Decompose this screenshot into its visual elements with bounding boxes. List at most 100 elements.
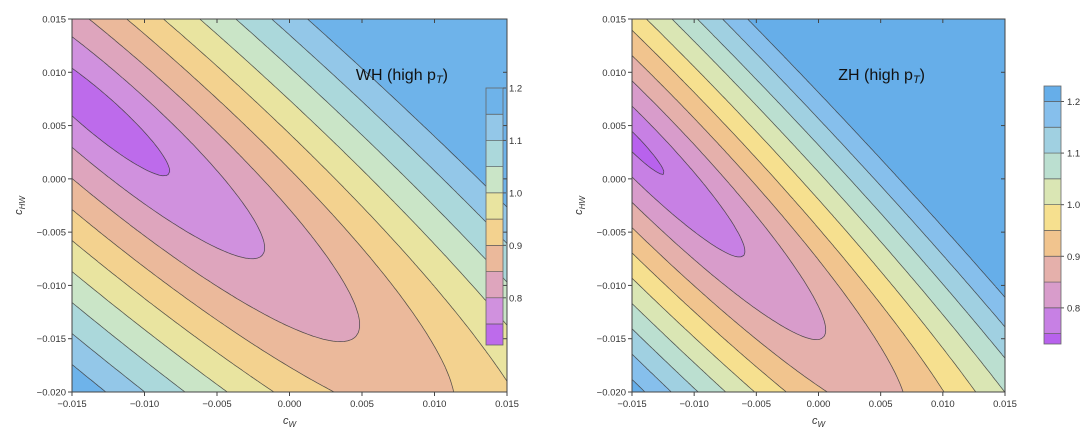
y-tick-label: −0.005 (37, 228, 66, 239)
y-tick-label: −0.010 (37, 281, 66, 292)
colorbar-tick-label: 0.9 (509, 241, 522, 252)
panel-label: ZH (high pT) (838, 67, 925, 86)
colorbar-band (1044, 256, 1061, 283)
x-tick-label: 0.000 (278, 399, 302, 410)
y-tick-label: 0.000 (42, 174, 66, 185)
x-tick-label: −0.015 (57, 399, 86, 410)
x-tick-label: −0.005 (742, 399, 771, 410)
x-axis-label-sub: W (817, 420, 826, 429)
y-axis-label-sub: HW (578, 195, 587, 210)
contour-line (72, 19, 454, 392)
y-tick-label: 0.010 (42, 68, 66, 79)
x-tick-label: 0.015 (993, 399, 1017, 410)
colorbar-band (486, 88, 503, 115)
y-axis-label: cHW (13, 195, 27, 215)
colorbar-tick-label: 0.8 (1067, 303, 1080, 314)
colorbar-band (486, 219, 503, 246)
colorbar-band (486, 140, 503, 167)
colorbar-band (486, 324, 503, 345)
colorbar-frame (485, 87, 504, 346)
colorbar-band (1044, 127, 1061, 154)
colorbar-band (1044, 178, 1061, 205)
contour-line (632, 131, 665, 175)
y-tick-label: −0.020 (597, 388, 626, 399)
contour-fill-bands (632, 19, 1005, 392)
y-axis-label: cHW (573, 195, 587, 215)
colorbar-band (1044, 230, 1061, 257)
y-tick-label: −0.015 (37, 334, 66, 345)
x-axis-label-sub: W (288, 420, 297, 429)
contour-line (632, 19, 1005, 392)
colorbar-band (486, 245, 503, 272)
colorbar-band (486, 114, 503, 141)
x-tick-label: −0.010 (680, 399, 709, 410)
contour-line (632, 80, 827, 340)
colorbar-band (486, 192, 503, 220)
y-tick-label: 0.015 (602, 15, 626, 26)
contour-line (72, 36, 265, 260)
colorbar-band (486, 271, 503, 298)
y-tick-label: −0.005 (597, 228, 626, 239)
x-tick-label: 0.010 (931, 399, 955, 410)
colorbar-tick-label: 1.0 (1067, 200, 1080, 211)
y-axis-label-sub: HW (18, 195, 27, 210)
colorbar-tick-label: 1.2 (509, 84, 522, 95)
contour-line (632, 29, 945, 392)
panel-label-sub: T (436, 74, 444, 86)
contour-panel-wh: −0.015 −0.010 −0.005 0.000 0.005 0.010 0.015 −0… (13, 15, 522, 430)
colorbar-band (1044, 204, 1061, 231)
contour-line (72, 19, 507, 392)
panel-label-sub: T (913, 74, 921, 86)
colorbar-band (486, 297, 503, 325)
y-tick-label: −0.015 (597, 334, 626, 345)
contour-line (632, 19, 1005, 392)
colorbar-tick-label: 1.1 (1067, 149, 1080, 160)
x-tick-label: 0.005 (869, 399, 893, 410)
contour-lines (632, 19, 1005, 392)
x-tick-label: −0.005 (202, 399, 231, 410)
contour-line (632, 105, 746, 258)
x-tick-label: 0.005 (350, 399, 374, 410)
colorbar-band (1044, 101, 1061, 128)
colorbar-tick-label: 1.2 (1067, 97, 1080, 108)
contour-line (632, 19, 977, 392)
colorbar-tick-label: 1.0 (509, 188, 522, 199)
y-tick-label: 0.015 (42, 15, 66, 26)
y-tick-label: 0.010 (602, 68, 626, 79)
colorbar-band (1044, 282, 1061, 308)
contour-line (72, 19, 360, 342)
y-tick-label: −0.020 (37, 388, 66, 399)
colorbar: 0.8 0.9 1.0 1.1 1.2 (1043, 85, 1080, 345)
colorbar-band (1044, 153, 1061, 179)
x-tick-label: −0.015 (617, 399, 646, 410)
colorbar-frame (1043, 85, 1062, 345)
panel-label-close: ) (443, 67, 448, 84)
colorbar-band (1044, 307, 1061, 334)
y-tick-label: −0.010 (597, 281, 626, 292)
x-tick-label: 0.010 (423, 399, 447, 410)
y-tick-label: 0.005 (602, 121, 626, 132)
contour-line (632, 19, 1005, 392)
x-axis-label: cW (812, 415, 827, 429)
colorbar: 0.8 0.9 1.0 1.1 1.2 (485, 84, 522, 346)
colorbar-tick-label: 0.8 (509, 293, 522, 304)
contour-line (632, 19, 1005, 392)
x-tick-label: 0.000 (807, 399, 831, 410)
colorbar-tick-label: 0.9 (1067, 252, 1080, 263)
contour-panel-zh: −0.015 −0.010 −0.005 0.000 0.005 0.010 0.015 −0… (573, 15, 1080, 430)
x-tick-label: 0.015 (495, 399, 519, 410)
colorbar-band (486, 166, 503, 193)
y-tick-label: 0.005 (42, 121, 66, 132)
y-tick-label: 0.000 (602, 174, 626, 185)
contour-lines (72, 19, 507, 392)
colorbar-tick-label: 1.1 (509, 136, 522, 147)
x-tick-label: −0.010 (130, 399, 159, 410)
panel-label-close: ) (920, 67, 925, 84)
panel-label: WH (high pT) (356, 67, 448, 86)
colorbar-band (1044, 86, 1061, 102)
x-axis-label: cW (283, 415, 298, 429)
contour-line (72, 67, 171, 177)
colorbar-band (1044, 333, 1061, 344)
contour-line (632, 55, 904, 392)
